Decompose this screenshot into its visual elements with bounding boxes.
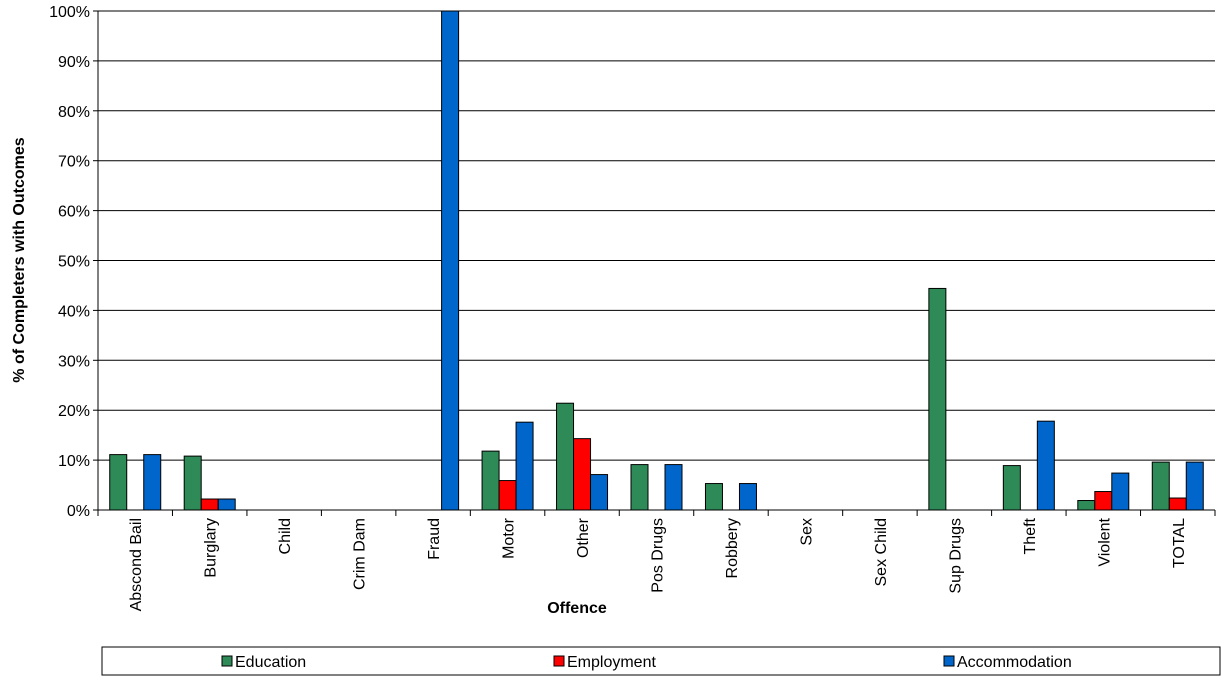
bar-employment [498,480,517,511]
bar-education [1151,461,1170,511]
x-tick-label: Fraud [426,518,443,560]
bar-employment [1168,497,1187,511]
legend-swatch-accommodation [943,655,955,667]
y-tick-label: 40% [58,303,90,320]
x-tick-label: Sex [798,518,815,546]
legend-label-education: Education [235,654,306,671]
bar-accommodation [515,421,534,511]
bars [109,10,1204,511]
bar-accommodation [217,498,236,511]
y-tick-label: 60% [58,204,90,221]
x-tick-label: Sup Drugs [947,518,964,594]
axes [97,11,1216,516]
x-tick-label: Pos Drugs [650,518,667,593]
bar-accommodation [664,464,683,511]
bar-education [1077,500,1096,511]
y-tick-label: 30% [58,353,90,370]
y-axis-title: % of Completers with Outcomes [11,137,28,382]
y-tick-label: 20% [58,403,90,420]
bar-education [556,402,575,511]
bar-accommodation [1111,472,1130,511]
bar-accommodation [590,474,609,511]
legend-swatch-education [221,655,233,667]
y-tick-label: 70% [58,154,90,171]
bar-employment [200,498,219,511]
x-tick-label: TOTAL [1171,518,1188,568]
bar-education [704,483,723,511]
x-tick-label: Violent [1096,517,1113,566]
x-tick-label: Crim Dam [352,518,369,590]
y-tick-labels: 0% 10% 20% 30% 40% 50% 60% 70% 80% 90% 100% [49,4,90,520]
y-tick-label: 80% [58,104,90,121]
bar-accommodation [1036,420,1055,511]
y-tick-label: 0% [67,503,90,520]
bar-accommodation [143,454,162,511]
legend: Education Employment Accommodation [101,646,1221,676]
legend-swatch-employment [553,655,565,667]
x-tick-label: Theft [1022,517,1039,554]
legend-label-employment: Employment [567,654,656,671]
bar-accommodation [441,10,460,511]
bar-employment [573,438,592,511]
legend-box [101,646,1221,676]
bar-education [481,450,500,511]
x-tick-label: Sex Child [873,518,890,586]
y-tick-label: 10% [58,453,90,470]
bar-education [928,287,947,511]
x-tick-label: Motor [501,517,518,559]
bar-education [183,455,202,511]
x-tick-labels: Abscond Bail Burglary Child Crim Dam Fraud Mo… [128,517,1188,611]
bar-accommodation [738,483,757,511]
y-tick-label: 90% [58,54,90,71]
bar-employment [1094,491,1113,511]
x-tick-label: Robbery [724,518,741,578]
bar-education [109,454,128,511]
x-tick-label: Abscond Bail [128,518,145,611]
y-tick-label: 100% [49,4,90,21]
gridlines [93,10,1215,511]
bar-education [1002,465,1021,511]
legend-label-accommodation: Accommodation [957,654,1072,671]
bar-education [630,464,649,511]
x-tick-label: Child [277,518,294,554]
x-tick-label: Other [575,517,592,558]
y-tick-label: 50% [58,254,90,271]
x-tick-label: Burglary [203,518,220,578]
bar-accommodation [1185,461,1204,511]
x-axis-title: Offence [547,600,607,617]
